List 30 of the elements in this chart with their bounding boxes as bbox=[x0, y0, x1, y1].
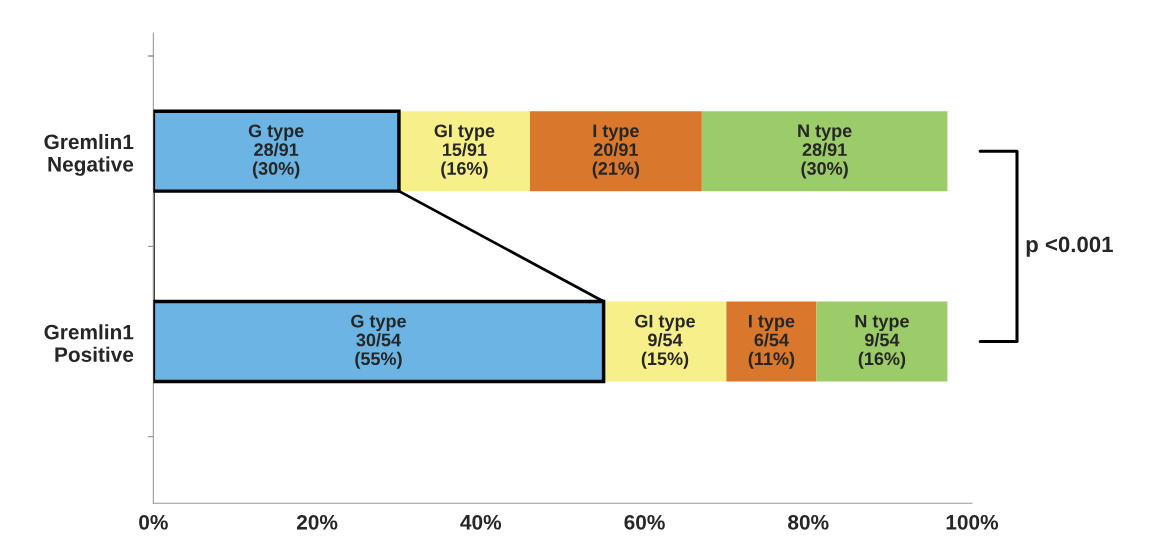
series-label: GI type bbox=[635, 314, 695, 332]
bar bbox=[816, 301, 948, 382]
y-tick-label: Gremlin1 Negative bbox=[44, 133, 134, 176]
x-tick-label: 0% bbox=[139, 514, 168, 530]
data-label: 6/54 (11%) bbox=[748, 333, 795, 369]
data-label: 9/54 (16%) bbox=[858, 333, 906, 369]
bar bbox=[398, 111, 530, 192]
data-label: 28/91 (30%) bbox=[252, 142, 300, 179]
series-label: I type bbox=[593, 124, 639, 141]
bar bbox=[603, 301, 727, 382]
data-label: 15/91 (16%) bbox=[441, 142, 488, 179]
x-tick-label: 80% bbox=[788, 514, 829, 530]
text: G type bbox=[248, 124, 304, 141]
x-tick-label: 40% bbox=[460, 514, 502, 530]
x-tick-label: 100% bbox=[946, 514, 999, 530]
text: I type bbox=[749, 314, 795, 332]
x-tick-label: 60% bbox=[624, 514, 665, 530]
data-label: 30/54 (55%) bbox=[355, 333, 402, 369]
series-label: G type bbox=[351, 314, 406, 332]
y-tick-label: Gremlin1 Positive bbox=[44, 324, 134, 362]
series-label: N type bbox=[798, 124, 852, 141]
text: GI type bbox=[434, 124, 495, 141]
x-tick-label: 20% bbox=[296, 514, 338, 530]
text: N type bbox=[855, 314, 909, 332]
data-label: 9/54 (15%) bbox=[641, 333, 689, 369]
bar bbox=[529, 111, 702, 192]
data-label: 20/91 (21%) bbox=[592, 142, 640, 179]
bar bbox=[701, 111, 948, 192]
text: p <0.001 bbox=[1026, 236, 1113, 257]
data-label: 28/91 (30%) bbox=[801, 142, 848, 179]
